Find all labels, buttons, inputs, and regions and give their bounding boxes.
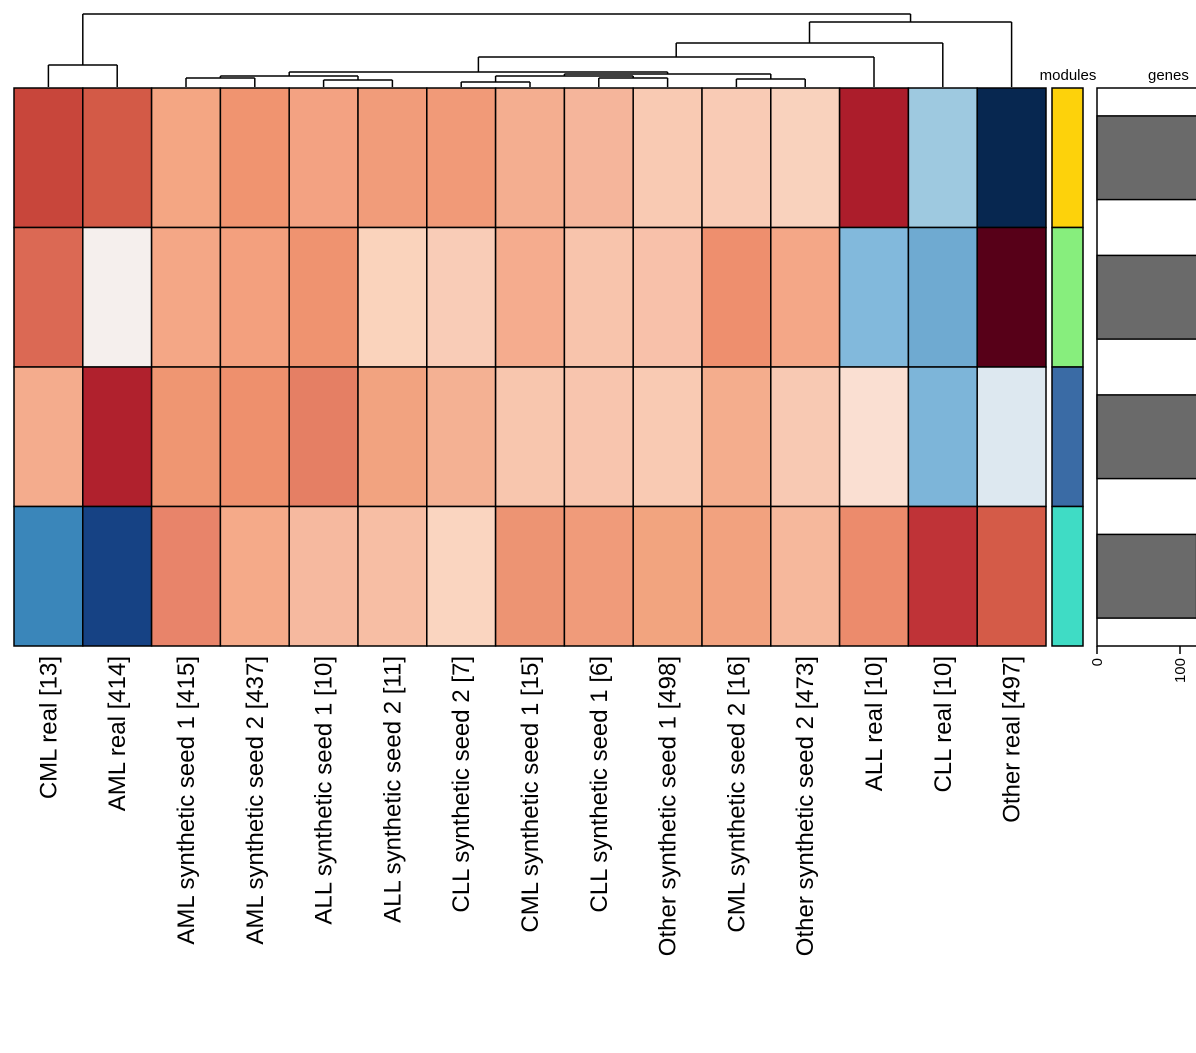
heatmap-cell [563, 366, 634, 508]
heatmap-cell [82, 505, 153, 647]
heatmap-cell [632, 366, 703, 508]
heatmap-cell [150, 226, 222, 368]
heatmap-cell [13, 226, 84, 368]
modules-title: modules [1040, 67, 1097, 84]
heatmap-cell [150, 505, 222, 647]
heatmap-cell [976, 226, 1047, 368]
heatmap-cell [219, 226, 290, 368]
heatmap-cell [426, 505, 497, 647]
heatmap-cell [494, 226, 566, 368]
heatmap-cell [907, 366, 978, 508]
heatmap-cell [357, 87, 428, 229]
heatmap-cell [494, 505, 566, 647]
heatmap-cell [82, 366, 153, 508]
heatmap-cell [838, 226, 910, 368]
column-label: CML synthetic seed 1 [15] [517, 656, 544, 933]
heatmap-cell [82, 87, 153, 229]
column-label: Other synthetic seed 2 [473] [792, 656, 819, 956]
heatmap-cell [838, 366, 910, 508]
heatmap-cell [976, 366, 1047, 508]
column-label: ALL synthetic seed 1 [10] [311, 656, 338, 925]
heatmap-cell [563, 226, 634, 368]
module-annotation: modules [1040, 67, 1097, 647]
heatmap-cell [770, 505, 841, 647]
heatmap-cell [494, 87, 566, 229]
gene-count-bar [1096, 394, 1196, 480]
axis-tick-label: 100 [1172, 658, 1189, 683]
genes-title: genes [1148, 67, 1189, 84]
heatmap-cell [976, 505, 1047, 647]
column-label: CML real [13] [35, 656, 62, 799]
column-dendrogram [47, 13, 1013, 87]
heatmap-cell [838, 87, 910, 229]
heatmap-cell [357, 505, 428, 647]
column-label: CLL synthetic seed 2 [7] [448, 656, 475, 913]
heatmap-cell [632, 505, 703, 647]
heatmap-cell [563, 505, 634, 647]
heatmap-cell [13, 87, 84, 229]
heatmap-cell [494, 366, 566, 508]
heatmap-cell [357, 366, 428, 508]
module-color [1051, 226, 1084, 368]
heatmap-cell [976, 87, 1047, 229]
heatmap-cell [288, 87, 359, 229]
heatmap-cell [288, 366, 359, 508]
barplot-frame [1096, 87, 1196, 647]
heatmap-cell [219, 505, 290, 647]
column-label: Other synthetic seed 1 [498] [655, 656, 682, 956]
heatmap-cell [426, 366, 497, 508]
heatmap-cell [701, 226, 772, 368]
heatmap-cell [632, 226, 703, 368]
heatmap-cell [770, 226, 841, 368]
heatmap-cell [701, 505, 772, 647]
column-label: ALL real [10] [861, 656, 888, 791]
column-label: ALL synthetic seed 2 [11] [379, 656, 406, 923]
heatmap-cell [13, 366, 84, 508]
heatmap-cell [907, 226, 978, 368]
heatmap-cell [288, 505, 359, 647]
module-color [1051, 87, 1084, 229]
heatmap-cell [150, 87, 222, 229]
heatmap-cell [770, 366, 841, 508]
heatmap-cell [150, 366, 222, 508]
heatmap-cells [13, 87, 1047, 647]
column-label: AML synthetic seed 2 [437] [242, 656, 269, 945]
heatmap-cell [219, 366, 290, 508]
heatmap-cell [219, 87, 290, 229]
heatmap-cell [701, 87, 772, 229]
heatmap-cell [13, 505, 84, 647]
module-color [1051, 505, 1084, 647]
column-labels: CML real [13] AML real [414] AML synthetic… [35, 656, 1025, 956]
gene-count-bar [1096, 115, 1196, 201]
heatmap-cell [907, 505, 978, 647]
column-label: AML real [414] [104, 656, 131, 811]
heatmap-cell [357, 226, 428, 368]
heatmap-cell [770, 87, 841, 229]
column-label: Other real [497] [999, 656, 1026, 823]
heatmap-cell [632, 87, 703, 229]
column-label: CLL synthetic seed 1 [6] [586, 656, 613, 913]
module-color [1051, 366, 1084, 508]
heatmap-cell [907, 87, 978, 229]
column-label: CLL real [10] [930, 656, 957, 793]
heatmap-cell [701, 366, 772, 508]
heatmap-cell [426, 87, 497, 229]
gene-count-bar [1096, 533, 1196, 619]
column-label: CML synthetic seed 2 [16] [723, 656, 750, 933]
heatmap-cell [838, 505, 910, 647]
gene-count-bar [1096, 254, 1196, 340]
heatmap-cell [288, 226, 359, 368]
genes-barplot: genes 0100200 [1089, 67, 1196, 683]
axis-tick-label: 0 [1089, 658, 1106, 666]
heatmap-cell [563, 87, 634, 229]
heatmap-cell [426, 226, 497, 368]
column-label: AML synthetic seed 1 [415] [173, 656, 200, 945]
heatmap-cell [82, 226, 153, 368]
